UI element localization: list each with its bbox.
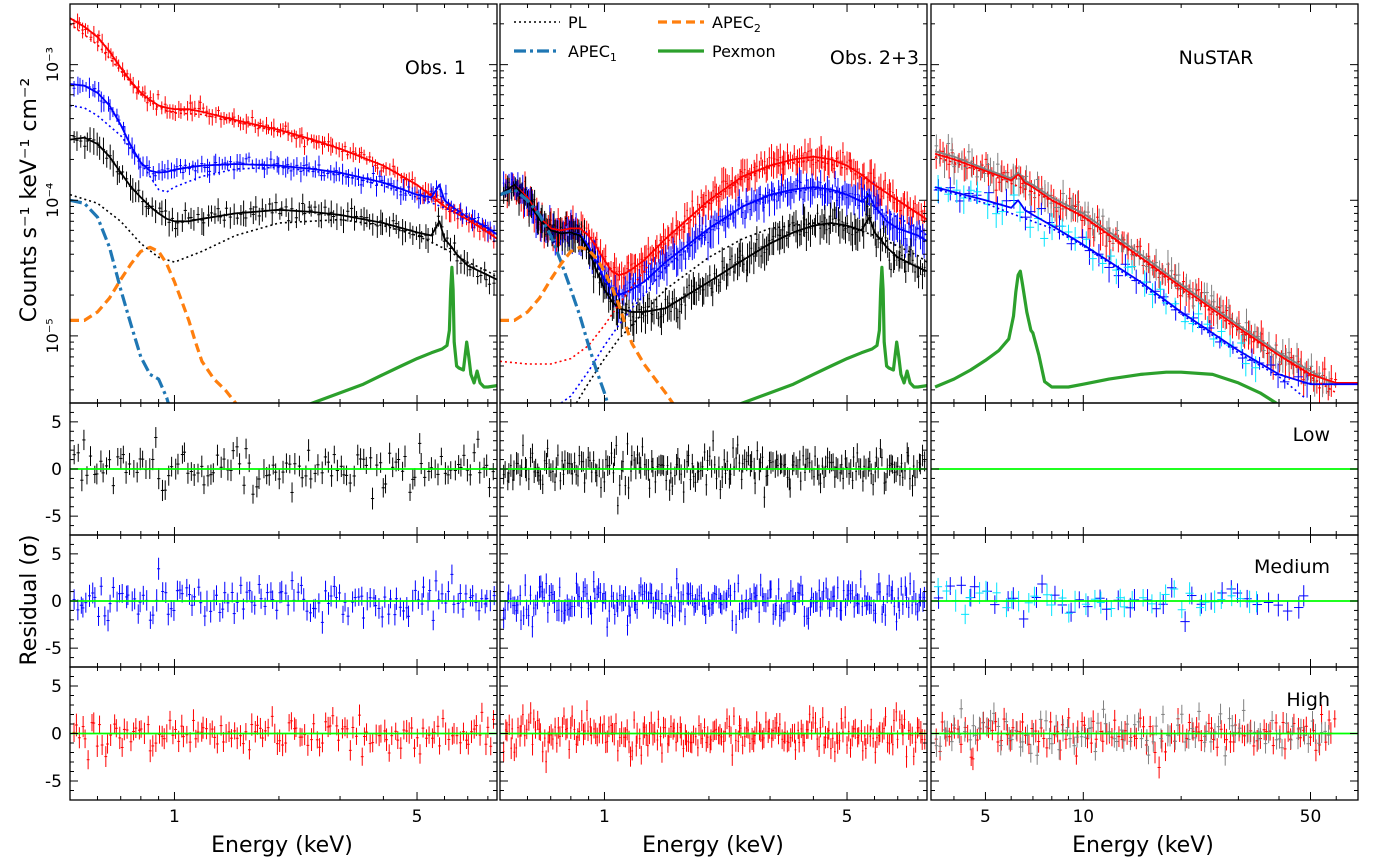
legend: PL APEC1 APEC2 Pexmon <box>514 13 776 64</box>
y-tick-label: 10⁻⁴ <box>43 183 62 218</box>
spectrum-obs1-series-pexmon-solid <box>308 265 497 403</box>
spectrum-obs23-series-medium-dotted <box>560 187 927 403</box>
spectrum-obs23-series-apec2-dashed <box>500 245 675 403</box>
residual-medium-col1: 5 0 -5 <box>45 535 497 667</box>
spectrum-obs23-series-low-model <box>500 183 927 313</box>
spectrum-obs1-series-low-model <box>70 136 497 281</box>
residual-y-tick-label: -5 <box>45 639 62 659</box>
residual-y-tick-label: 5 <box>51 545 62 565</box>
residual-low-col1: 5 0 -5 <box>45 403 497 535</box>
residual-low-col2 <box>499 403 927 535</box>
legend-subscript: 1 <box>610 51 617 64</box>
spectrum-obs1-series-medium-dotted <box>70 104 497 235</box>
residual-y-tick-label: 0 <box>51 460 62 480</box>
spectrum-obs23-series-apec1-dashdot <box>500 187 610 403</box>
spectrum-nustar-series-high-dotted <box>934 155 1337 394</box>
spectrum-nustar-title: NuSTAR <box>1179 47 1254 69</box>
spectrum-nustar-series-medium-dotted <box>934 188 1306 399</box>
residual-row-label-low: Low <box>1293 424 1330 446</box>
spectrum-obs1-data-low <box>72 127 496 296</box>
residual-y-tick-label: 5 <box>51 413 62 433</box>
residual-low-col3: Low <box>931 403 1359 535</box>
y-tick-label: 10⁻⁵ <box>43 318 62 353</box>
residual-plot-area <box>72 427 495 510</box>
spectrum-obs23-series-pexmon-solid <box>738 265 927 403</box>
spectrum-nustar-series-medium-model <box>934 186 1358 386</box>
spectrum-obs1: 10⁻⁵ 10⁻⁴ 10⁻³ Obs. 1 <box>43 4 497 403</box>
residual-plot-area <box>72 557 496 634</box>
spectrum-obs1-series-apec1-dashdot <box>70 198 170 403</box>
spectrum-obs1-series-high-model <box>70 17 497 240</box>
legend-label-pexmon: Pexmon <box>712 42 776 61</box>
spectrum-obs1-data-medium <box>72 76 496 243</box>
spectrum-obs23-series-high-dotted <box>500 158 927 365</box>
legend-label-apec1: APEC1 <box>568 42 617 64</box>
spectrum-obs1-plot-area <box>70 13 497 403</box>
spectrum-nustar-data-medium <box>933 177 1312 398</box>
residual-y-tick-label: -5 <box>45 507 62 527</box>
spectrum-obs23-series-high-model <box>500 155 927 277</box>
legend-label-apec2: APEC2 <box>712 13 761 35</box>
legend-subscript: 2 <box>754 22 761 35</box>
spectrum-obs23-plot-area <box>500 136 927 403</box>
spectrum-nustar: NuSTAR <box>931 4 1359 403</box>
residual-plot-area <box>502 568 926 638</box>
spectrum-obs1-series-medium-model <box>70 83 497 236</box>
residual-plot-area <box>502 430 926 515</box>
spectrum-obs23-series-pl-dotted <box>575 222 927 403</box>
plot-panels: 10⁻⁵ 10⁻⁴ 10⁻³ Obs. 1 Obs. 2+3 PL APEC1 APEC2 Pe… <box>43 3 1359 827</box>
spectrum-obs1-title: Obs. 1 <box>405 57 466 79</box>
spectrum-nustar-data-nustar_medium_fpmb <box>933 175 1260 383</box>
spectrum-obs1-series-high-dotted <box>70 23 497 239</box>
spectrum-nustar-series-pexmon-solid <box>934 269 1279 403</box>
spectrum-nustar-plot-area <box>933 134 1358 403</box>
legend-label-pl: PL <box>568 13 587 32</box>
spectrum-nustar-series-high-model <box>934 152 1358 384</box>
residual-y-tick-label: 0 <box>51 592 62 612</box>
spectrum-obs23-title: Obs. 2+3 <box>830 47 919 69</box>
spectrum-nustar-series-nustar_high_fpmb-model <box>934 150 1337 387</box>
spectrum-obs1-series-pl-dotted <box>70 193 497 279</box>
spectrum-obs1-series-apec2-dashed <box>70 245 238 403</box>
residual-medium-col2 <box>499 535 927 667</box>
spectrum-obs23: Obs. 2+3 PL APEC1 APEC2 Pexmon <box>499 4 927 403</box>
y-tick-label: 10⁻³ <box>43 47 62 82</box>
